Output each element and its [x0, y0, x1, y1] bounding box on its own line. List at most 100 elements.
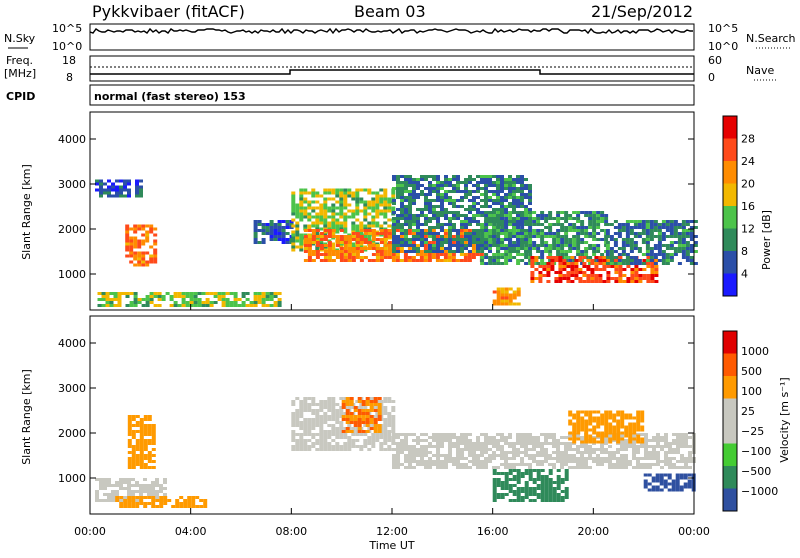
heatmap-cell — [373, 403, 378, 406]
heatmap-cell — [488, 238, 493, 241]
heatmap-cell — [580, 211, 585, 214]
heatmap-cell — [655, 488, 660, 492]
heatmap-cell — [367, 212, 372, 216]
heatmap-cell — [249, 304, 254, 307]
heatmap-cell — [452, 244, 456, 247]
heatmap-cell — [488, 175, 492, 178]
heatmap-cell — [580, 445, 584, 448]
heatmap-cell — [277, 226, 282, 229]
heatmap-cell — [311, 442, 316, 445]
heatmap-cell — [568, 256, 573, 259]
heatmap-cell — [480, 229, 485, 232]
heatmap-cell — [375, 250, 380, 253]
station-title: Pykkvibaer (fitACF) — [92, 2, 245, 21]
heatmap-cell — [572, 416, 577, 420]
heatmap-cell — [608, 431, 613, 435]
heatmap-cell — [367, 200, 372, 204]
heatmap-cell — [404, 223, 408, 226]
heatmap-cell — [151, 505, 156, 508]
heatmap-cell — [363, 241, 368, 244]
heatmap-cell — [303, 424, 308, 427]
heatmap-cell — [560, 442, 564, 445]
heatmap-cell — [558, 274, 563, 277]
heatmap-cell — [564, 214, 569, 217]
heatmap-cell — [586, 265, 591, 268]
heatmap-cell — [659, 473, 664, 477]
heatmap-cell — [564, 211, 569, 214]
heatmap-cell — [299, 197, 304, 201]
heatmap-cell — [488, 196, 492, 199]
power-colorbar-title: Power — [760, 236, 773, 270]
heatmap-cell — [307, 212, 312, 216]
velocity-colorbar-unit: [m s⁻¹] — [778, 377, 791, 416]
heatmap-cell — [436, 190, 440, 193]
heatmap-cell — [536, 229, 541, 232]
heatmap-cell — [448, 196, 452, 199]
heatmap-cell — [456, 181, 460, 184]
heatmap-cell — [504, 226, 509, 229]
heatmap-cell — [504, 247, 509, 250]
heatmap-cell — [657, 232, 662, 235]
heatmap-cell — [311, 250, 316, 253]
heatmap-cell — [141, 224, 146, 228]
heatmap-cell — [605, 229, 610, 232]
heatmap-cell — [392, 463, 396, 466]
heatmap-cell — [432, 454, 436, 457]
heatmap-cell — [614, 280, 619, 283]
heatmap-cell — [677, 235, 682, 238]
heatmap-cell — [408, 220, 412, 223]
heatmap-cell — [538, 277, 543, 280]
heatmap-cell — [564, 442, 568, 445]
heatmap-cell — [107, 484, 111, 487]
heatmap-cell — [550, 259, 555, 262]
heatmap-cell — [504, 181, 508, 184]
heatmap-cell — [315, 439, 320, 442]
heatmap-cell — [257, 229, 262, 232]
heatmap-cell — [345, 415, 350, 418]
heatmap-cell — [683, 476, 688, 480]
heatmap-cell — [299, 445, 304, 448]
heatmap-cell — [436, 448, 440, 451]
heatmap-cell — [303, 238, 308, 241]
heatmap-cell — [265, 226, 270, 229]
heatmap-cell — [536, 442, 540, 445]
heatmap-cell — [400, 196, 404, 199]
heatmap-cell — [383, 232, 388, 235]
heatmap-cell — [608, 445, 612, 448]
heatmap-cell — [107, 499, 111, 502]
heatmap-cell — [375, 191, 380, 195]
heatmap-cell — [645, 223, 650, 226]
heatmap-cell — [484, 193, 488, 196]
heatmap-cell — [452, 457, 456, 460]
heatmap-cell — [127, 463, 132, 466]
heatmap-cell — [171, 505, 176, 508]
heatmap-cell — [377, 406, 382, 409]
heatmap-cell — [327, 206, 332, 210]
heatmap-cell — [412, 217, 416, 220]
heatmap-cell — [504, 481, 509, 484]
heatmap-cell — [556, 250, 561, 253]
heatmap-cell — [343, 259, 348, 262]
heatmap-cell — [323, 229, 328, 232]
heatmap-cell — [528, 184, 532, 187]
heatmap-cell — [295, 445, 300, 448]
heatmap-cell — [277, 223, 282, 226]
heatmap-cell — [588, 454, 592, 457]
heatmap-cell — [564, 478, 569, 481]
heatmap-cell — [415, 253, 420, 256]
heatmap-cell — [341, 403, 346, 406]
heatmap-cell — [265, 304, 270, 307]
heatmap-cell — [203, 499, 208, 502]
heatmap-cell — [147, 484, 151, 487]
heatmap-cell — [432, 463, 436, 466]
heatmap-cell — [463, 241, 468, 244]
heatmap-cell — [645, 235, 650, 238]
heatmap-cell — [424, 460, 428, 463]
heatmap-cell — [456, 244, 460, 247]
heatmap-cell — [616, 463, 620, 466]
heatmap-cell — [448, 202, 452, 205]
heatmap-cell — [672, 466, 676, 469]
heatmap-cell — [610, 277, 615, 280]
heatmap-cell — [428, 466, 432, 469]
